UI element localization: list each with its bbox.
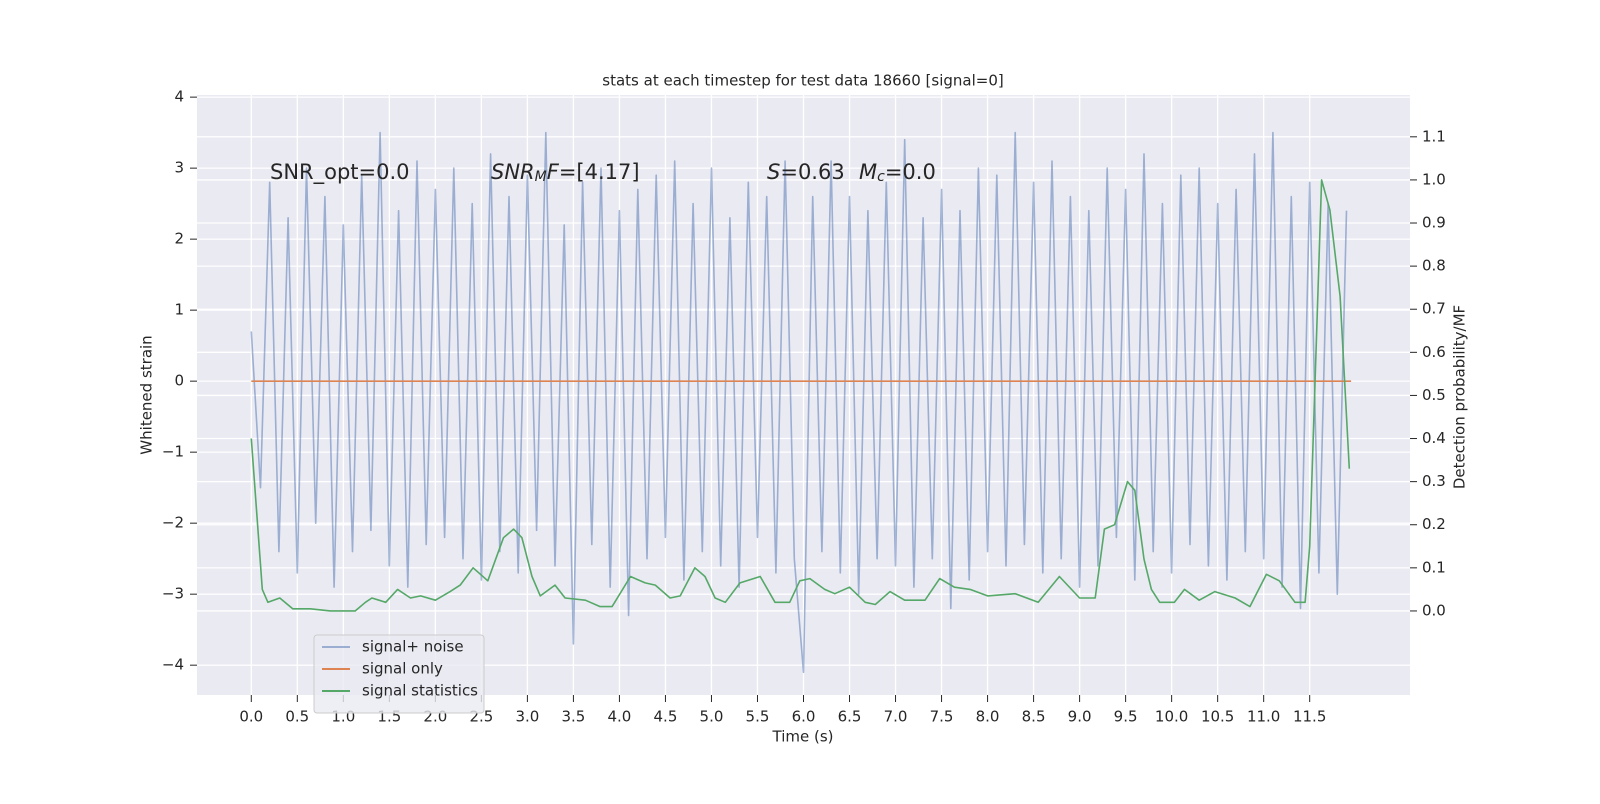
y2-tick-label: 0.1 <box>1422 558 1446 576</box>
annotation: SNR_opt=0.0 <box>270 160 410 185</box>
x-tick-label: 7.5 <box>930 708 954 726</box>
legend-label: signal+ noise <box>362 638 464 656</box>
y2-tick-label: 0.5 <box>1422 386 1446 404</box>
chart-title: stats at each timestep for test data 186… <box>602 72 1003 90</box>
x-tick-label: 8.5 <box>1022 708 1046 726</box>
y-tick-label: −2 <box>162 514 184 532</box>
x-tick-label: 10.0 <box>1155 708 1188 726</box>
y-tick-label: 2 <box>174 230 184 248</box>
annotation-part: SNR <box>491 160 535 184</box>
y-axis-label: Whitened strain <box>138 335 156 454</box>
y-tick-label: 4 <box>174 88 184 106</box>
x-tick-label: 4.0 <box>608 708 632 726</box>
x-tick-label: 0.5 <box>285 708 309 726</box>
x-tick-label: 9.5 <box>1114 708 1138 726</box>
y2-tick-label: 0.0 <box>1422 601 1446 619</box>
x-tick-label: 10.5 <box>1201 708 1234 726</box>
annotation: SNRMF=[4.17] <box>491 160 640 185</box>
x-tick-label: 5.0 <box>700 708 724 726</box>
y2-axis-label: Detection probability/MF <box>1451 305 1469 489</box>
x-tick-label: 3.0 <box>515 708 539 726</box>
y-tick-label: 1 <box>174 301 184 319</box>
x-tick-label: 0.0 <box>239 708 263 726</box>
annotation-part: S <box>767 160 780 184</box>
legend-box <box>313 634 485 714</box>
x-tick-label: 11.5 <box>1293 708 1326 726</box>
y2-tick-label: 0.8 <box>1422 257 1446 275</box>
legend-label: signal only <box>362 660 443 678</box>
x-tick-label: 11.0 <box>1247 708 1280 726</box>
y2-tick-label: 0.7 <box>1422 300 1446 318</box>
y-tick-label: −1 <box>162 443 184 461</box>
x-tick-label: 6.0 <box>792 708 816 726</box>
x-tick-label: 3.5 <box>561 708 585 726</box>
annotation-part: =[4.17] <box>559 160 640 184</box>
y-tick-label: −4 <box>162 656 184 674</box>
annotation: Mc=0.0 <box>859 160 936 185</box>
x-axis-label: Time (s) <box>772 728 834 746</box>
annotation: S=0.63 <box>767 160 845 184</box>
y2-tick-label: 0.6 <box>1422 343 1446 361</box>
y-tick-label: 0 <box>174 372 184 390</box>
annotation-part: SNR_opt=0.0 <box>270 160 410 185</box>
y-tick-label: 3 <box>174 159 184 177</box>
x-tick-label: 4.5 <box>654 708 678 726</box>
x-tick-label: 8.0 <box>976 708 1000 726</box>
series-line <box>250 131 1348 674</box>
x-tick-label: 7.0 <box>884 708 908 726</box>
y2-tick-label: 0.3 <box>1422 472 1446 490</box>
y-tick-label: −3 <box>162 585 184 603</box>
annotation-part: c <box>877 169 885 185</box>
x-tick-label: 5.5 <box>746 708 770 726</box>
annotation-part: M <box>535 169 547 185</box>
legend-label: signal statistics <box>362 682 478 700</box>
annotation-part: M <box>859 160 877 184</box>
series-line <box>250 179 1351 612</box>
x-tick-label: 6.5 <box>838 708 862 726</box>
y2-tick-label: 0.9 <box>1422 214 1446 232</box>
y2-tick-label: 0.4 <box>1422 429 1446 447</box>
y2-tick-label: 1.1 <box>1422 127 1446 145</box>
annotation-part: =0.0 <box>885 160 936 184</box>
x-tick-label: 9.0 <box>1068 708 1092 726</box>
annotation-part: =0.63 <box>780 160 844 184</box>
y2-tick-label: 0.2 <box>1422 515 1446 533</box>
y2-tick-label: 1.0 <box>1422 170 1446 188</box>
annotation-part: F <box>547 160 560 184</box>
